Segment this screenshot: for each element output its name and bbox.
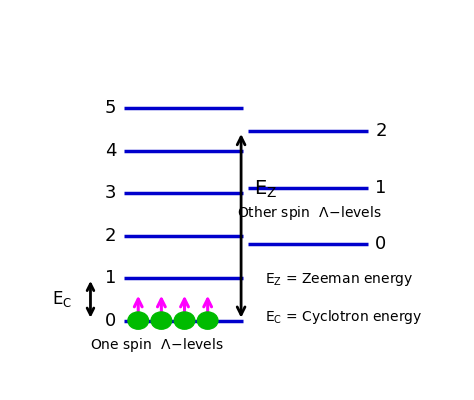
Text: Other spin  $\Lambda\!-\!$levels: Other spin $\Lambda\!-\!$levels: [237, 204, 382, 222]
Text: 2: 2: [105, 226, 116, 244]
Circle shape: [197, 312, 218, 329]
Text: $\rm E_Z$ = Zeeman energy: $\rm E_Z$ = Zeeman energy: [265, 270, 413, 288]
Text: 0: 0: [105, 312, 116, 330]
Text: 0: 0: [375, 234, 386, 252]
Text: 1: 1: [105, 269, 116, 287]
Circle shape: [128, 312, 148, 329]
Text: 3: 3: [105, 184, 116, 202]
Text: 1: 1: [375, 179, 386, 197]
Text: $\rm E_C$: $\rm E_C$: [52, 289, 72, 309]
Circle shape: [151, 312, 172, 329]
Text: 2: 2: [375, 122, 387, 140]
Circle shape: [174, 312, 195, 329]
Text: $\rm E_Z$: $\rm E_Z$: [254, 179, 277, 200]
Text: One spin  $\Lambda\!-\!$levels: One spin $\Lambda\!-\!$levels: [90, 336, 223, 354]
Text: $\rm E_C$ = Cyclotron energy: $\rm E_C$ = Cyclotron energy: [265, 308, 422, 326]
Text: 5: 5: [105, 99, 116, 117]
Text: 4: 4: [105, 142, 116, 160]
